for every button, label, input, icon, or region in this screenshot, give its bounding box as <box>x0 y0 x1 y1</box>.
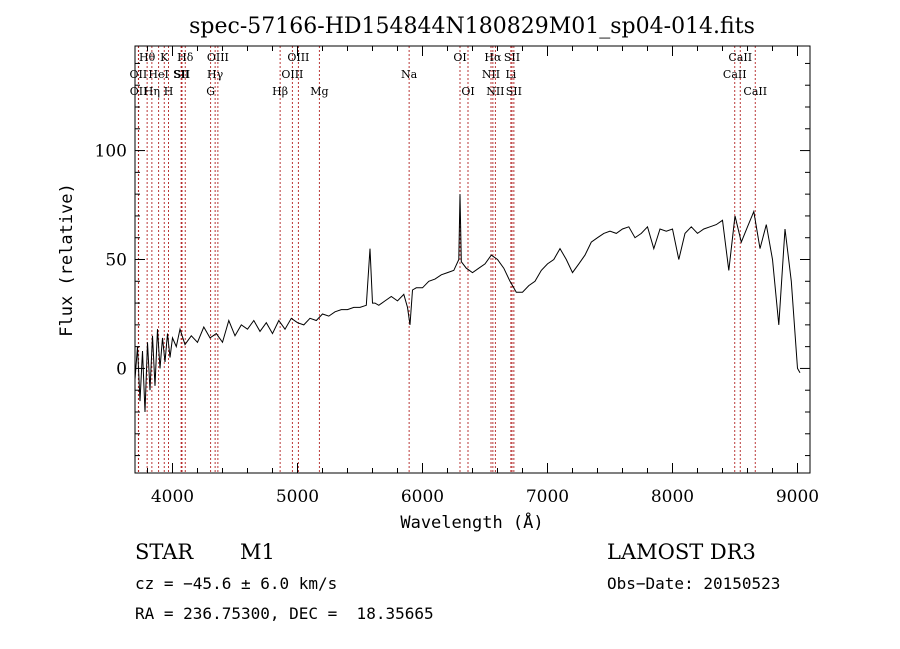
survey-name: LAMOST DR3 <box>607 540 756 564</box>
spectral-line-label: OI <box>453 51 466 64</box>
x-tick-label: 7000 <box>526 487 569 507</box>
flux-series-line <box>134 194 801 413</box>
y-tick-label: 0 <box>116 359 127 379</box>
x-tick-label: 9000 <box>776 487 819 507</box>
x-tick-label: 8000 <box>651 487 694 507</box>
spectral-line-label: NII <box>482 68 500 81</box>
spectral-line-label: H <box>164 85 174 98</box>
x-axis-ticks: 4000 5000 6000 7000 8000 9000 <box>147 46 819 507</box>
plot-frame <box>134 45 811 474</box>
spectral-line-label: Na <box>401 68 418 81</box>
y-tick-label: 50 <box>105 251 127 271</box>
spectral-line-label: CaII <box>728 51 752 64</box>
object-class: STAR <box>135 540 194 564</box>
spectral-line-markers <box>137 46 756 473</box>
spectral-line-label: SII <box>173 68 189 81</box>
spectral-line-label: SII <box>504 51 520 64</box>
y-tick-label: 100 <box>95 142 127 162</box>
spectral-line-label: OII <box>130 85 148 98</box>
spectral-line-label: CaII <box>723 68 747 81</box>
redshift-readout: cz = −45.6 ± 6.0 km/s <box>135 574 338 593</box>
spectral-line-label: Hθ <box>139 51 156 64</box>
spectral-line-label: OIII <box>207 51 229 64</box>
spectral-line-label: HeI <box>148 68 168 81</box>
spectral-line-label: OII <box>130 68 148 81</box>
spectral-line-label: CaII <box>743 85 767 98</box>
y-axis-label: Flux (relative) <box>57 183 77 337</box>
spectral-line-label: Hδ <box>177 51 194 64</box>
spectral-line-label: SII <box>174 68 190 81</box>
spectral-line-label: Mg <box>310 85 328 98</box>
spectral-line-label: Li <box>505 68 516 81</box>
y-axis-ticks: 0 50 100 <box>95 62 810 457</box>
x-tick-label: 4000 <box>151 487 194 507</box>
coordinates: RA = 236.75300, DEC = 18.35665 <box>135 604 434 623</box>
spectral-line-label: OIII <box>287 51 309 64</box>
spectral-line-label: G <box>206 85 215 98</box>
spectral-line-label: NII <box>486 85 504 98</box>
spectral-line-label: Hγ <box>207 68 224 81</box>
spectrum-chart: spec-57166-HD154844N180829M01_sp04-014.f… <box>57 14 819 533</box>
chart-title: spec-57166-HD154844N180829M01_sp04-014.f… <box>189 14 755 39</box>
spectral-line-label: SII <box>506 85 522 98</box>
spectral-line-label: Hα <box>484 51 502 64</box>
x-tick-label: 6000 <box>401 487 444 507</box>
obs-date: Obs−Date: 20150523 <box>607 574 781 593</box>
spectral-line-label: OI <box>461 85 474 98</box>
object-subclass: M1 <box>240 540 275 564</box>
spectral-line-label: OIII <box>281 68 303 81</box>
x-tick-label: 5000 <box>276 487 319 507</box>
spectral-line-label: Hη <box>144 85 160 98</box>
spectral-line-labels: Hθ OII OII K HeI Hη SII H Hδ SII OIII Hγ G OIII OIII Hβ… <box>130 51 768 98</box>
spectral-line-label: Hβ <box>272 85 288 98</box>
x-axis-label: Wavelength (Å) <box>400 511 543 533</box>
spectral-line-label: K <box>160 51 169 64</box>
